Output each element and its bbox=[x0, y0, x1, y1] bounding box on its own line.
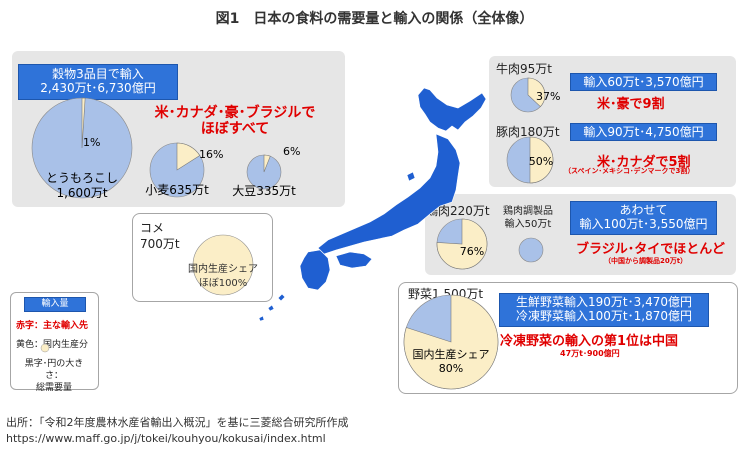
legend-title: 輸入量 bbox=[24, 297, 86, 312]
grains-import-header: 穀物3品目で輸入 2,430万t･6,730億円 bbox=[18, 64, 178, 100]
beef-origin-note: 米･豪で9割 bbox=[597, 97, 665, 112]
legend-sample-yellow bbox=[40, 343, 50, 353]
corn-amount-label: 1,600万t bbox=[56, 186, 107, 200]
soy-amount-label: 大豆335万t bbox=[232, 184, 296, 198]
pork-origin-subnote: （スペイン･メキシコ･デンマークで3割） bbox=[564, 167, 695, 175]
chicken-import-box: あわせて 輸入100万t･3,550億円 bbox=[570, 201, 717, 235]
chicken-label: 鶏肉220万t bbox=[426, 204, 490, 218]
okinawa-islands-shape bbox=[258, 293, 286, 322]
vegetable-origin-note: 冷凍野菜の輸入の第1位は中国 bbox=[500, 334, 679, 349]
chicken-processed-label: 鶏肉調製品 輸入50万t bbox=[497, 205, 559, 231]
pork-pct-label: 50% bbox=[529, 155, 553, 168]
soy-pie-domestic-slice bbox=[263, 154, 271, 173]
vegetable-import-line2: 冷凍野菜輸入100万t･1,870億円 bbox=[516, 309, 692, 323]
pork-label: 豚肉180万t bbox=[496, 125, 560, 139]
vegetable-import-box: 生鮮野菜輸入190万t･3,470億円 冷凍野菜輸入100万t･1,870億円 bbox=[499, 293, 709, 327]
vegetable-origin-subnote: 47万t･900億円 bbox=[560, 349, 620, 358]
honshu-shape bbox=[317, 133, 461, 255]
legend-black-line: 黒字･円の大きさ： 総需要量 bbox=[16, 358, 92, 394]
chicken-pie-domestic-slice bbox=[436, 218, 488, 270]
sado-shape bbox=[406, 171, 416, 182]
chicken-origin-note: ブラジル･タイでほとんど bbox=[576, 242, 725, 257]
rice-share-line2: ほぼ100% bbox=[199, 277, 248, 289]
beef-label: 牛肉95万t bbox=[496, 62, 552, 76]
grains-origin-note: 米･カナダ･豪･ブラジルで ほぼすべて bbox=[120, 105, 350, 137]
pork-import-box: 輸入90万t･4,750億円 bbox=[570, 123, 717, 141]
grains-note-line2: ほぼすべて bbox=[200, 121, 270, 137]
beef-pie-domestic-slice bbox=[527, 77, 546, 108]
vegetable-pie-domestic-slice bbox=[403, 294, 499, 390]
chicken-pct-label: 76% bbox=[460, 245, 484, 258]
legend-yellow-line: 黄色：国内生産分 bbox=[16, 340, 89, 350]
vegetable-share-line2: 80% bbox=[439, 362, 463, 375]
chicken-combined-line1: あわせて bbox=[619, 203, 668, 217]
wheat-pie-domestic-slice bbox=[176, 142, 201, 171]
legend-black-line2: 総需要量 bbox=[35, 383, 72, 393]
rice-label-line1: コメ bbox=[140, 221, 165, 235]
corn-name-label: とうもろこし bbox=[46, 171, 118, 185]
rice-share-line1: 国内生産シェア bbox=[188, 262, 258, 275]
pie-charts bbox=[31, 77, 554, 390]
legend-black-line1: 黒字･円の大きさ： bbox=[24, 359, 84, 381]
source-url: https://www.maff.go.jp/j/tokei/kouhyou/k… bbox=[6, 432, 326, 445]
chicken-processed-line2: 輸入50万t bbox=[504, 219, 552, 230]
kyushu-shape bbox=[299, 249, 331, 291]
corn-pct-label: 1% bbox=[83, 136, 100, 149]
rice-pie-import-slice bbox=[192, 234, 254, 296]
wheat-pct-label: 16% bbox=[199, 148, 223, 161]
vegetable-import-line1: 生鮮野菜輸入190万t･3,470億円 bbox=[516, 295, 692, 309]
source-line: 出所：「令和2年度農林水産省輸出入概況」を基に三菱総合研究所作成 bbox=[6, 416, 349, 429]
vegetable-share-line1: 国内生産シェア bbox=[413, 347, 490, 361]
rice-label: コメ 700万t bbox=[140, 220, 180, 252]
soy-pct-label: 6% bbox=[283, 145, 300, 158]
beef-import-box: 輸入60万t･3,570億円 bbox=[570, 73, 717, 91]
wheat-amount-label: 小麦635万t bbox=[145, 183, 209, 197]
chicken-origin-subnote: （中国から調製品20万t） bbox=[604, 257, 688, 265]
hokkaido-shape bbox=[417, 87, 487, 132]
chicken-processed-pie-import-slice bbox=[518, 237, 544, 263]
grains-header-line1: 穀物3品目で輸入 bbox=[52, 67, 144, 81]
beef-pct-label: 37% bbox=[536, 90, 560, 103]
japan-map bbox=[258, 87, 487, 322]
grains-note-line1: 米･カナダ･豪･ブラジルで bbox=[154, 105, 316, 121]
chicken-combined-line2: 輸入100万t･3,550億円 bbox=[579, 217, 708, 231]
page-title: 図1 日本の食料の需要量と輸入の関係（全体像） bbox=[215, 11, 534, 27]
grains-header-line2: 2,430万t･6,730億円 bbox=[40, 81, 156, 95]
chicken-processed-line1: 鶏肉調製品 bbox=[503, 206, 553, 217]
pork-origin-note: 米･カナダで5割 bbox=[597, 155, 691, 170]
rice-label-line2: 700万t bbox=[140, 237, 180, 251]
shikoku-shape bbox=[335, 251, 373, 269]
corn-pie-domestic-slice bbox=[81, 97, 86, 149]
legend-red-line: 赤字：主な輸入先 bbox=[16, 321, 89, 331]
pork-pie-domestic-slice bbox=[529, 136, 554, 184]
